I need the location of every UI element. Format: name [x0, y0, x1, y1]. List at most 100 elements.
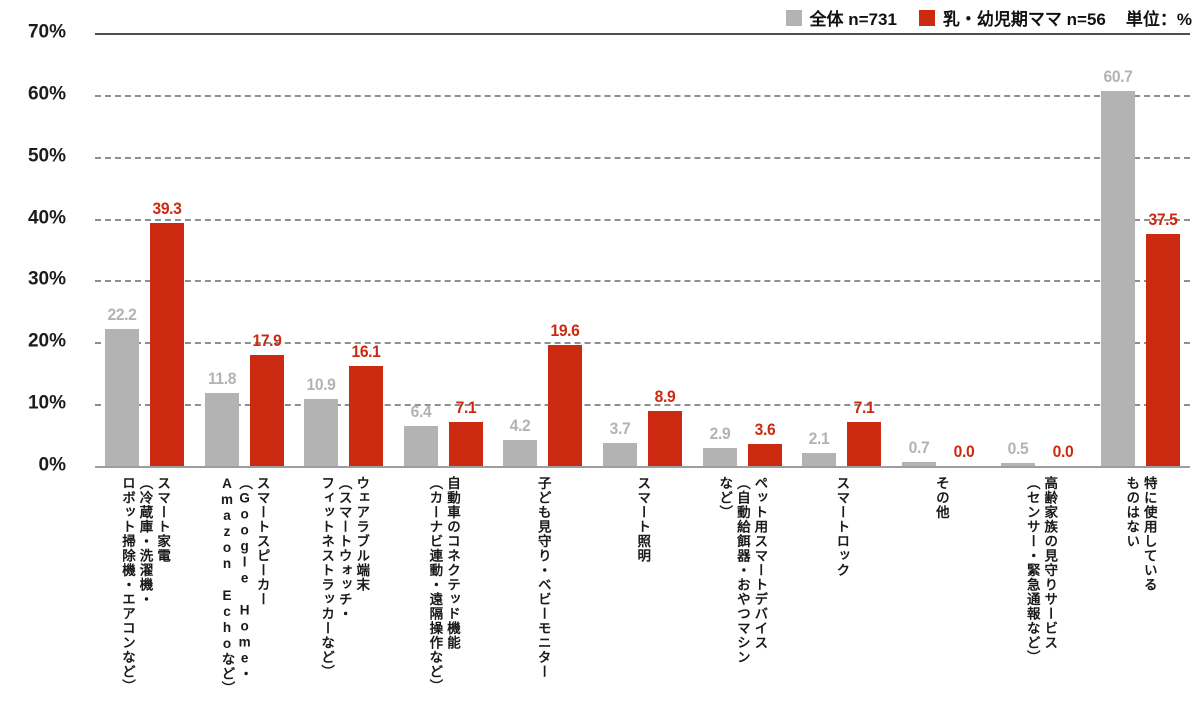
category-cell: 特に使用している ものはない — [1090, 476, 1190, 716]
gridline — [95, 156, 1190, 159]
bar-slot-mama: 0.0 — [947, 33, 981, 466]
bar-total — [503, 440, 538, 466]
bar-slot-mama: 7.1 — [448, 33, 483, 466]
bar-total — [105, 328, 140, 466]
bar-pair: 60.7 37.5 — [1100, 33, 1180, 466]
value-label-total: 22.2 — [107, 304, 137, 324]
value-label-mama: 7.1 — [853, 398, 875, 418]
category-label: ペット用スマートデバイス （自動給餌器・おやつマシン など） — [717, 476, 768, 665]
value-label-mama: 7.1 — [455, 398, 477, 418]
bar-pair: 0.7 0.0 — [901, 33, 981, 466]
bar-total — [403, 426, 438, 466]
category-label: 子ども見守り・ベビーモニター — [535, 476, 551, 679]
bar-slot-total: 0.5 — [1001, 33, 1036, 466]
bar-pair: 10.9 16.1 — [304, 33, 384, 466]
bar-slot-total: 2.9 — [702, 33, 737, 466]
value-label-total: 10.9 — [306, 374, 336, 394]
bar-mama — [249, 355, 284, 466]
y-tick-label: 0% — [38, 454, 66, 476]
bar-pair: 3.7 8.9 — [603, 33, 682, 466]
bar-pair: 2.9 3.6 — [702, 33, 782, 466]
bar-slot-total: 3.7 — [603, 33, 637, 466]
bar-group: 0.7 0.0 — [891, 33, 991, 466]
value-label-mama: 3.6 — [754, 419, 775, 439]
bar-group: 2.9 3.6 — [692, 33, 792, 466]
bar-total — [1001, 462, 1036, 466]
bar-group: 2.1 7.1 — [792, 33, 892, 466]
category-cell: 高齢家族の見守りサービス （センサー・緊急通報など） — [991, 476, 1091, 716]
value-label-total: 60.7 — [1103, 66, 1133, 86]
bar-total — [901, 461, 936, 466]
unit-label: 単位：% — [1125, 10, 1192, 29]
value-label-mama: 8.9 — [654, 386, 676, 406]
y-tick-label: 30% — [27, 268, 66, 290]
gridline — [95, 342, 1190, 345]
value-label-mama: 39.3 — [152, 198, 182, 218]
value-label-total: 3.7 — [609, 419, 631, 439]
legend-item-mama: 乳・幼児期ママ n=56 — [918, 5, 1106, 30]
bar-group: 4.2 19.6 — [493, 33, 593, 466]
gridline — [95, 33, 1190, 35]
bar-slot-mama: 8.9 — [648, 33, 682, 466]
bar-total — [204, 393, 239, 466]
gridline — [95, 404, 1190, 407]
category-cell: 子ども見守り・ベビーモニター — [493, 476, 593, 716]
value-label-total: 6.4 — [410, 402, 432, 422]
bar-group: 60.7 37.5 — [1090, 33, 1190, 466]
bar-total — [802, 453, 837, 466]
value-label-mama: 19.6 — [550, 320, 580, 340]
bar-group: 3.7 8.9 — [593, 33, 693, 466]
y-tick-label: 60% — [27, 83, 66, 105]
category-cell: ペット用スマートデバイス （自動給餌器・おやつマシン など） — [692, 476, 792, 716]
legend-swatch-mama-icon — [918, 9, 935, 26]
bar-pair: 22.2 39.3 — [105, 33, 185, 466]
bar-slot-mama: 16.1 — [349, 33, 384, 466]
bar-group: 22.2 39.3 — [95, 33, 195, 466]
bar-pair: 0.5 0.0 — [1001, 33, 1080, 466]
y-tick-label: 20% — [27, 330, 66, 352]
category-label: スマート家電 （冷蔵庫・洗濯機・ ロボット掃除機・エアコンなど） — [120, 476, 171, 694]
bar-group: 0.5 0.0 — [991, 33, 1091, 466]
bar-pair: 2.1 7.1 — [802, 33, 882, 466]
bar-slot-total: 10.9 — [304, 33, 339, 466]
gridline — [95, 280, 1190, 283]
bar-slot-mama: 37.5 — [1145, 33, 1180, 466]
value-label-total: 0.7 — [908, 437, 929, 457]
gridline — [95, 218, 1190, 221]
bar-slot-total: 22.2 — [105, 33, 140, 466]
value-label-mama: 16.1 — [351, 342, 381, 362]
value-label-total: 0.5 — [1007, 438, 1029, 458]
bar-mama — [747, 443, 782, 466]
category-cell: スマート照明 — [593, 476, 693, 716]
bar-mama — [150, 222, 185, 466]
bar-mama — [548, 344, 583, 466]
value-label-mama: 0.0 — [953, 442, 974, 461]
category-label: その他 — [933, 476, 949, 520]
legend-item-total: 全体 n=731 — [785, 5, 897, 30]
legend-swatch-total-icon — [785, 9, 802, 26]
y-tick-label: 40% — [27, 207, 66, 229]
y-axis-labels: 70% 60% 50% 40% 30% 20% 10% 0% — [0, 22, 80, 476]
bar-slot-total: 6.4 — [403, 33, 438, 466]
y-tick-label: 70% — [27, 21, 66, 43]
category-cell: 自動車のコネクテッド機能 （カーナビ連動・遠隔操作など） — [394, 476, 494, 716]
bar-slot-total: 4.2 — [503, 33, 538, 466]
value-label-total: 2.9 — [709, 424, 730, 444]
bar-group: 11.8 17.9 — [195, 33, 295, 466]
bar-mama — [648, 410, 682, 466]
category-label: ウェアラブル端末 （スマートウォッチ・ フィットネストラッカーなど） — [319, 476, 370, 679]
category-cell: その他 — [891, 476, 991, 716]
bar-slot-total: 0.7 — [901, 33, 936, 466]
value-label-mama: 17.9 — [252, 331, 282, 351]
bar-group: 6.4 7.1 — [394, 33, 494, 466]
legend-label-total: 全体 n=731 — [809, 10, 897, 29]
bar-groups: 22.2 39.3 11.8 17.9 10.9 16.1 6.4 7.1 4.2 19.6 3.7… — [95, 33, 1190, 466]
bar-slot-mama: 0.0 — [1046, 33, 1080, 466]
bar-mama — [448, 422, 483, 466]
category-label: スマートスピーカー （Google Home・ Amazon Echoなど） — [219, 476, 270, 696]
bar-total — [304, 398, 339, 466]
category-label: 高齢家族の見守りサービス （センサー・緊急通報など） — [1024, 476, 1058, 665]
legend-label-mama: 乳・幼児期ママ n=56 — [942, 10, 1106, 29]
bar-total — [603, 443, 637, 466]
bar-slot-total: 11.8 — [204, 33, 239, 466]
